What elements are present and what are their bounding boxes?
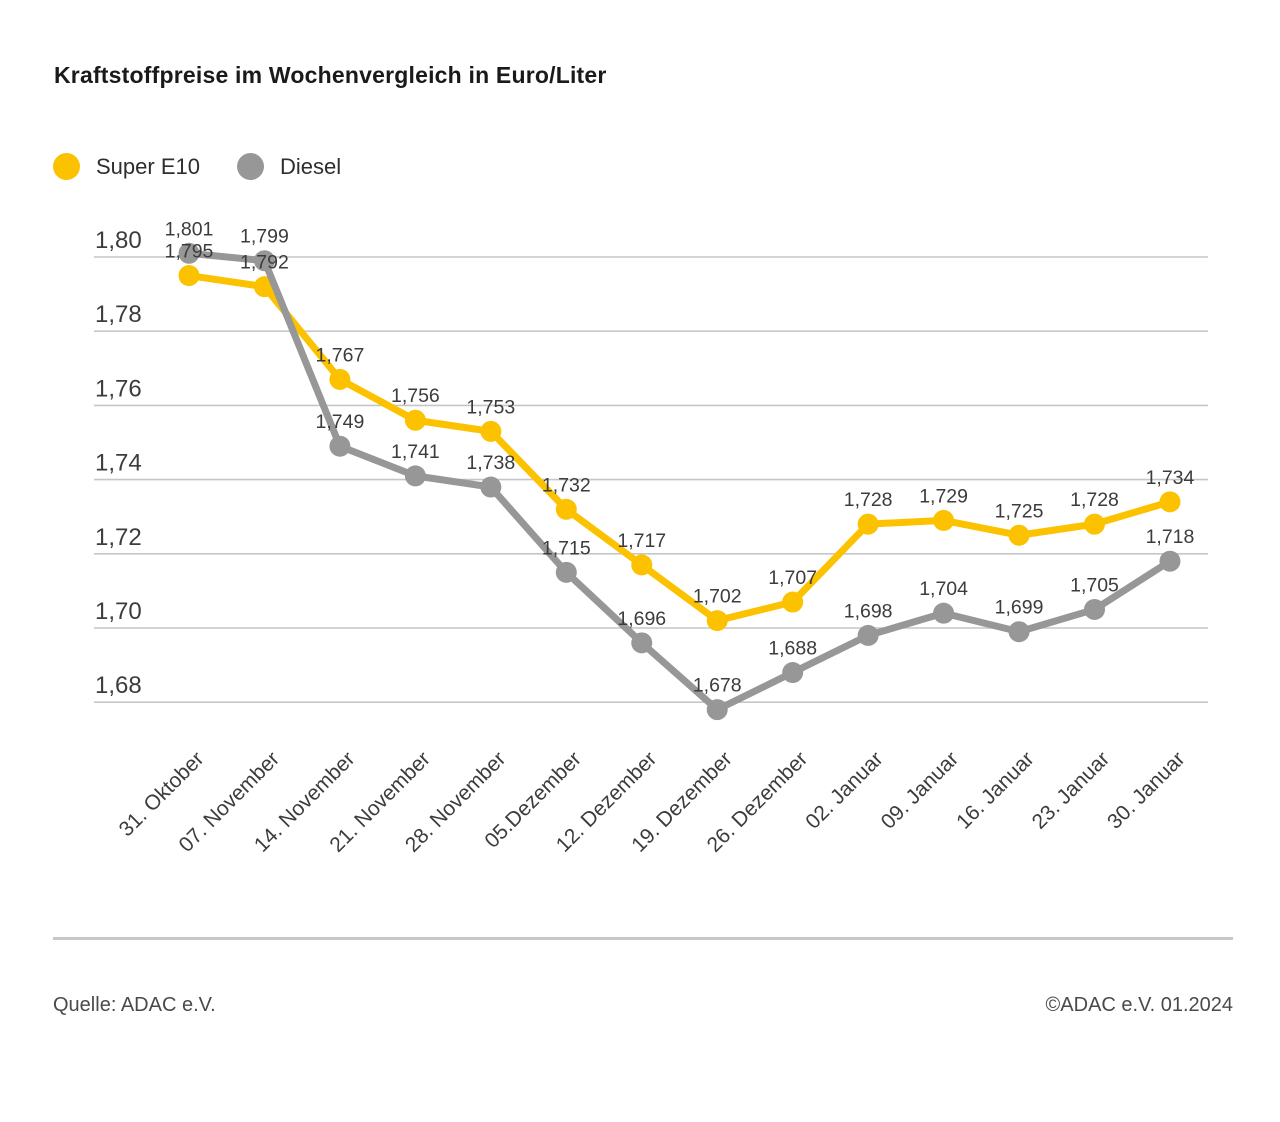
diesel-point	[555, 561, 577, 583]
diesel-point	[178, 242, 200, 264]
legend-dot-super-e10-icon	[53, 153, 80, 180]
super-e10-value-label: 1,717	[617, 530, 666, 552]
diesel-point	[253, 250, 275, 272]
diesel-value-label: 1,696	[617, 608, 666, 630]
super-e10-value-label: 1,707	[768, 567, 817, 589]
super-e10-value-label: 1,753	[466, 396, 515, 418]
diesel-line	[185, 249, 1174, 714]
super-e10-value-label: 1,725	[995, 500, 1044, 522]
diesel-point	[329, 435, 351, 457]
source-note: Quelle: ADAC e.V.	[53, 994, 216, 1016]
footer-divider	[53, 937, 1233, 940]
diesel-value-label: 1,718	[1146, 526, 1195, 548]
diesel-point	[631, 632, 653, 654]
x-axis-label: 09. Januar	[877, 747, 963, 833]
super-e10-point	[631, 554, 653, 576]
super-e10-value-label: 1,729	[919, 485, 968, 507]
super-e10-value-label: 1,795	[165, 241, 214, 263]
y-tick-label: 1,74	[95, 450, 142, 477]
super-e10-point	[253, 276, 275, 298]
super-e10-value-label: 1,702	[693, 586, 742, 608]
super-e10-point	[706, 610, 728, 632]
legend-item-super-e10: Super E10	[53, 153, 200, 180]
super-e10-point	[857, 513, 879, 535]
x-axis-label: 14. November	[250, 747, 360, 857]
x-axis-label: 30. Januar	[1103, 747, 1189, 833]
x-axis-label: 05.Dezember	[480, 747, 585, 852]
fuel-price-line-chart: 1,80 1,78 1,76 1,74 1,72 1,70 1,68 1,795 1,792 1,…	[94, 218, 1208, 857]
diesel-value-label: 1,801	[165, 218, 214, 240]
y-tick-label: 1,68	[95, 672, 142, 699]
y-tick-label: 1,70	[95, 598, 142, 625]
diesel-value-label: 1,715	[542, 537, 591, 559]
x-axis-label: 21. November	[325, 747, 435, 857]
y-tick-label: 1,72	[95, 524, 142, 551]
copyright-note: ©ADAC e.V. 01.2024	[1045, 994, 1233, 1016]
diesel-point	[782, 662, 804, 684]
super-e10-value-label: 1,732	[542, 474, 591, 496]
super-e10-value-label: 1,756	[391, 385, 440, 407]
x-axis-label: 07. November	[174, 747, 284, 857]
page-title: Kraftstoffpreise im Wochenvergleich in E…	[54, 62, 607, 88]
legend-label-super-e10: Super E10	[96, 153, 200, 179]
diesel-value-label: 1,749	[316, 411, 365, 433]
diesel-value-label: 1,799	[240, 226, 289, 248]
x-axis-label: 28. November	[401, 747, 511, 857]
x-axis-label: 16. Januar	[952, 747, 1038, 833]
x-axis-label: 31. Oktober	[115, 747, 209, 841]
super-e10-point	[782, 591, 804, 613]
super-e10-value-label: 1,728	[844, 489, 893, 511]
x-axis-label: 23. Januar	[1028, 747, 1114, 833]
diesel-point	[1008, 621, 1030, 643]
super-e10-point	[1159, 491, 1181, 513]
super-e10-value-label: 1,792	[240, 252, 289, 274]
super-e10-point	[933, 509, 955, 531]
super-e10-point	[1008, 524, 1030, 546]
y-tick-label: 1,80	[95, 227, 142, 254]
x-axis-label: 12. Dezember	[552, 747, 662, 857]
diesel-point	[480, 476, 502, 498]
x-axis-label: 19. Dezember	[627, 747, 737, 857]
diesel-point	[706, 699, 728, 721]
legend-item-diesel: Diesel	[236, 153, 342, 180]
super-e10-value-label: 1,728	[1070, 489, 1119, 511]
diesel-value-label: 1,698	[844, 600, 893, 622]
legend-dot-diesel-icon	[236, 153, 264, 180]
diesel-point	[1159, 550, 1181, 572]
y-tick-label: 1,78	[95, 301, 142, 328]
legend: Super E10 Diesel	[53, 153, 341, 180]
super-e10-point	[178, 265, 200, 287]
y-tick-label: 1,76	[95, 375, 142, 402]
footer: Quelle: ADAC e.V. ©ADAC e.V. 01.2024	[53, 994, 1233, 1017]
super-e10-value-label: 1,767	[316, 344, 365, 366]
diesel-value-label: 1,738	[466, 452, 515, 474]
diesel-value-label: 1,741	[391, 441, 440, 463]
diesel-value-label: 1,705	[1070, 574, 1119, 596]
diesel-point	[1084, 598, 1106, 620]
super-e10-point	[1084, 513, 1106, 535]
diesel-point	[404, 465, 426, 487]
diesel-value-label: 1,688	[768, 638, 817, 660]
super-e10-point	[555, 498, 577, 520]
diesel-value-label: 1,678	[693, 675, 742, 697]
super-e10-point	[404, 409, 426, 431]
x-axis-label: 02. Januar	[801, 747, 887, 833]
super-e10-point	[329, 368, 351, 390]
diesel-point	[933, 602, 955, 624]
super-e10-value-label: 1,734	[1146, 467, 1195, 489]
legend-label-diesel: Diesel	[279, 153, 342, 179]
super-e10-line	[185, 272, 1174, 625]
diesel-value-label: 1,699	[995, 597, 1044, 619]
super-e10-point	[480, 420, 502, 442]
diesel-point	[857, 624, 879, 646]
diesel-value-label: 1,704	[919, 578, 968, 600]
x-axis-label: 26. Dezember	[703, 747, 813, 857]
